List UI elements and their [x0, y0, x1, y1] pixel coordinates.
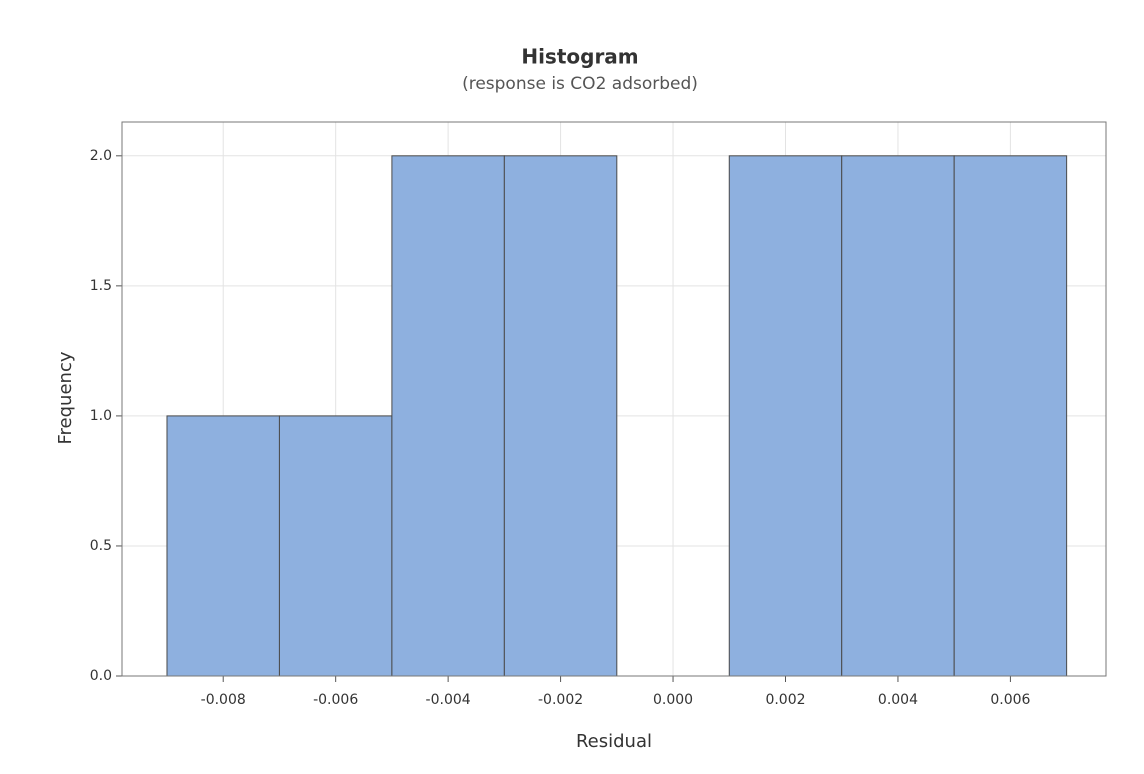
x-tick-label: 0.000	[653, 692, 693, 708]
y-tick-label: 2.0	[90, 148, 112, 164]
y-tick-label: 0.0	[90, 668, 112, 684]
x-tick-label: -0.006	[313, 692, 358, 708]
x-tick-label: 0.002	[765, 692, 805, 708]
x-axis-title: Residual	[576, 731, 652, 752]
chart-title: Histogram	[521, 45, 638, 69]
bar	[391, 155, 505, 677]
y-tick-label: 1.5	[90, 278, 112, 294]
bar	[166, 415, 280, 677]
chart-subtitle: (response is CO2 adsorbed)	[462, 74, 698, 94]
bar	[841, 155, 955, 677]
bar	[728, 155, 843, 677]
plot-frame	[121, 121, 1107, 677]
y-axis-title: Frequency	[55, 351, 76, 444]
x-tick-label: 0.004	[878, 692, 918, 708]
x-tick-label: -0.004	[426, 692, 471, 708]
bar	[953, 155, 1068, 677]
bar	[503, 155, 618, 677]
y-tick-label: 1.0	[90, 408, 112, 424]
y-tick-label: 0.5	[90, 538, 112, 554]
x-tick-label: -0.002	[538, 692, 583, 708]
bar	[278, 415, 393, 677]
x-tick-label: -0.008	[201, 692, 246, 708]
x-tick-label: 0.006	[990, 692, 1030, 708]
